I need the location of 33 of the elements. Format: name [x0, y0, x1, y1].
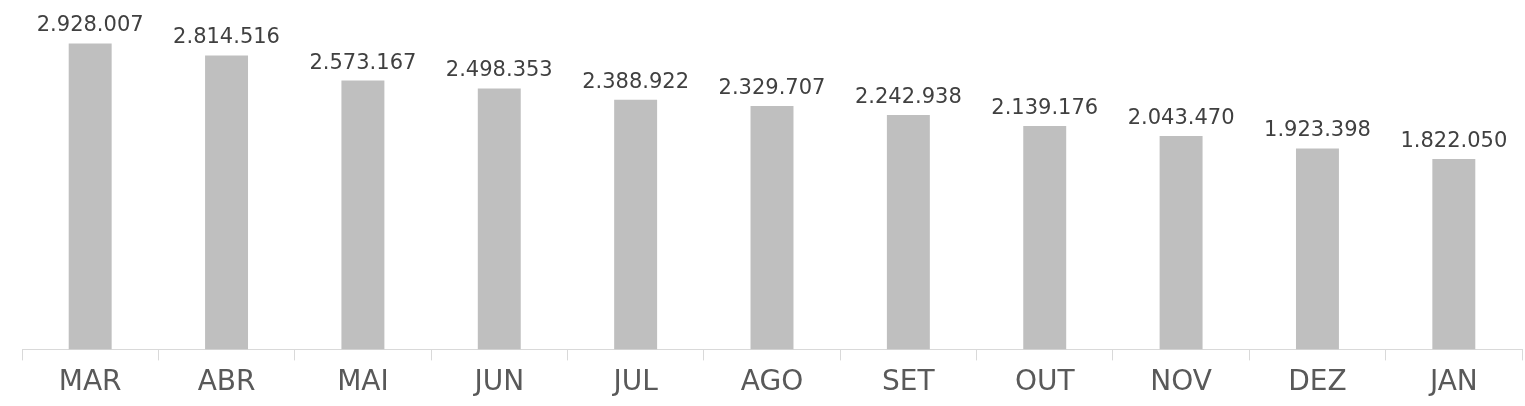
bar: [886, 115, 930, 350]
bar: [1023, 125, 1067, 350]
bar: [341, 80, 385, 350]
data-label: 2.242.938: [854, 84, 962, 109]
bar: [750, 106, 794, 350]
bar: [614, 99, 658, 350]
x-tick-label: MAR: [58, 364, 122, 398]
data-label: 2.814.516: [173, 24, 280, 49]
data-label: 2.573.167: [309, 49, 417, 74]
bar: [1432, 159, 1476, 350]
x-tick-label: DEZ: [1288, 364, 1347, 398]
bar: [68, 43, 112, 350]
x-tick-label: MAI: [337, 364, 389, 398]
data-label: 1.923.398: [1264, 117, 1371, 142]
bar: [1159, 135, 1203, 350]
bar: [205, 55, 249, 350]
x-tick-label: NOV: [1150, 364, 1212, 398]
x-tick-label: SET: [882, 364, 936, 398]
x-tick-label: OUT: [1014, 364, 1076, 398]
x-tick-label: AGO: [740, 364, 804, 398]
data-label: 2.139.176: [991, 94, 1099, 119]
data-label: 2.498.353: [445, 57, 553, 82]
x-tick-label: JUN: [472, 364, 525, 398]
x-tick-label: ABR: [197, 364, 256, 398]
data-label: 2.329.707: [718, 74, 826, 99]
x-tick-label: JUL: [611, 364, 659, 398]
data-label: 2.928.007: [36, 12, 144, 37]
data-label: 1.822.050: [1400, 128, 1508, 153]
data-label: 2.388.922: [582, 68, 690, 93]
x-tick-label: JAN: [1427, 364, 1478, 398]
bar: [1295, 148, 1339, 350]
data-label: 2.043.470: [1127, 104, 1235, 129]
bar: [477, 88, 521, 350]
